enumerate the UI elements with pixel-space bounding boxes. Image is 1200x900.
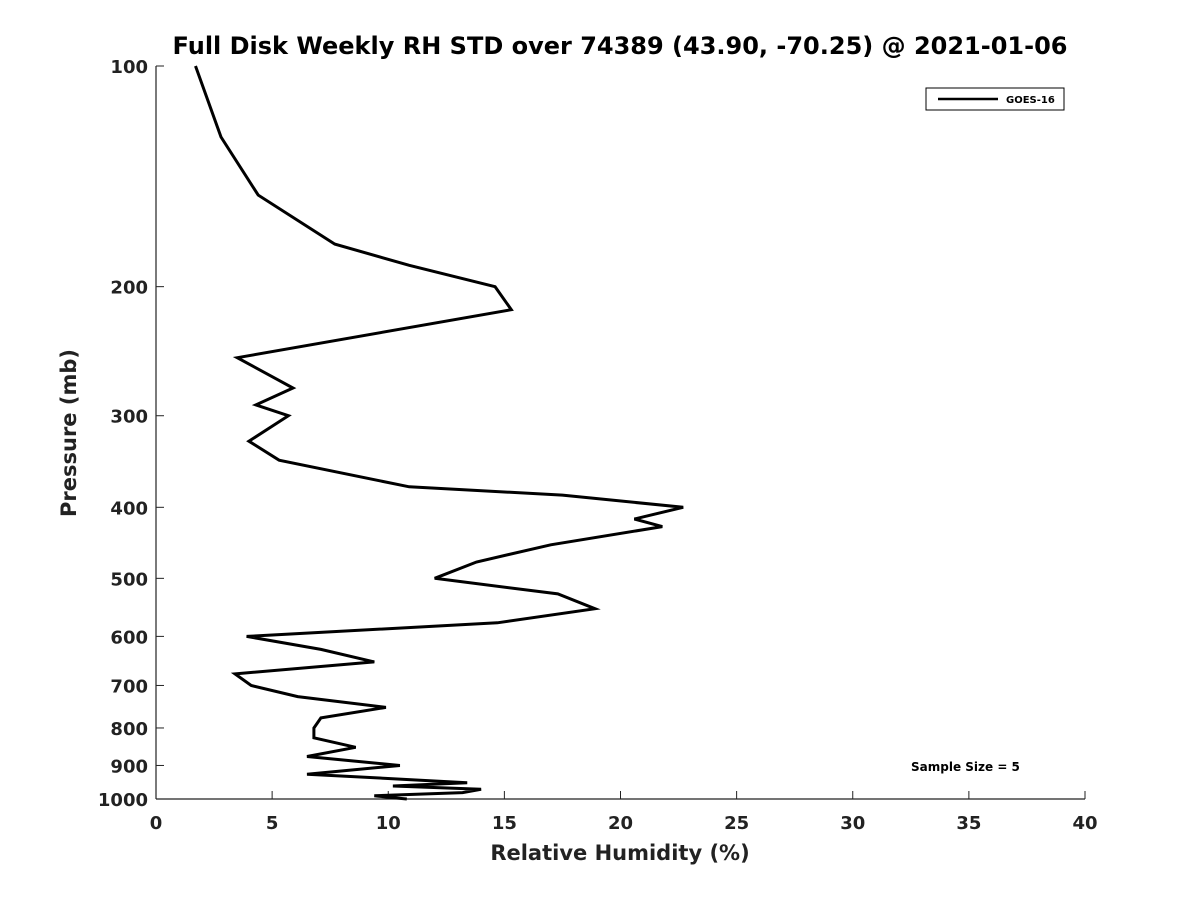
- y-tick-label: 400: [110, 498, 148, 519]
- x-tick-label: 25: [724, 813, 749, 834]
- y-axis-label: Pressure (mb): [57, 349, 81, 517]
- x-tick-label: 30: [840, 813, 865, 834]
- series-layer: [194, 65, 684, 801]
- chart-title: Full Disk Weekly RH STD over 74389 (43.9…: [173, 32, 1068, 60]
- x-ticks: 0 5 10 15 20 25 30 35 40: [150, 791, 1098, 834]
- legend: GOES-16: [925, 87, 1065, 111]
- y-tick-label: 500: [110, 569, 148, 590]
- sample-size-annotation: Sample Size = 5: [911, 760, 1020, 774]
- x-tick-label: 5: [266, 813, 279, 834]
- y-tick-label: 300: [110, 407, 148, 428]
- y-tick-label: 600: [110, 627, 148, 648]
- x-tick-label: 40: [1072, 813, 1097, 834]
- x-tick-label: 15: [492, 813, 517, 834]
- y-tick-label: 200: [110, 278, 148, 299]
- y-tick-label: 700: [110, 676, 148, 697]
- y-tick-label: 800: [110, 719, 148, 740]
- x-tick-label: 10: [376, 813, 401, 834]
- x-tick-label: 20: [608, 813, 633, 834]
- legend-label: GOES-16: [1006, 95, 1055, 106]
- x-axis-label: Relative Humidity (%): [490, 841, 749, 865]
- y-ticks: 100 200 300 400 500 600 700 800 900 1000: [98, 57, 164, 811]
- series-line-goes-16: [194, 65, 684, 801]
- axes: [155, 66, 1085, 800]
- y-tick-label: 900: [110, 756, 148, 777]
- y-tick-label: 100: [110, 57, 148, 78]
- x-tick-label: 35: [956, 813, 981, 834]
- x-tick-label: 0: [150, 813, 163, 834]
- y-tick-label: 1000: [98, 790, 148, 811]
